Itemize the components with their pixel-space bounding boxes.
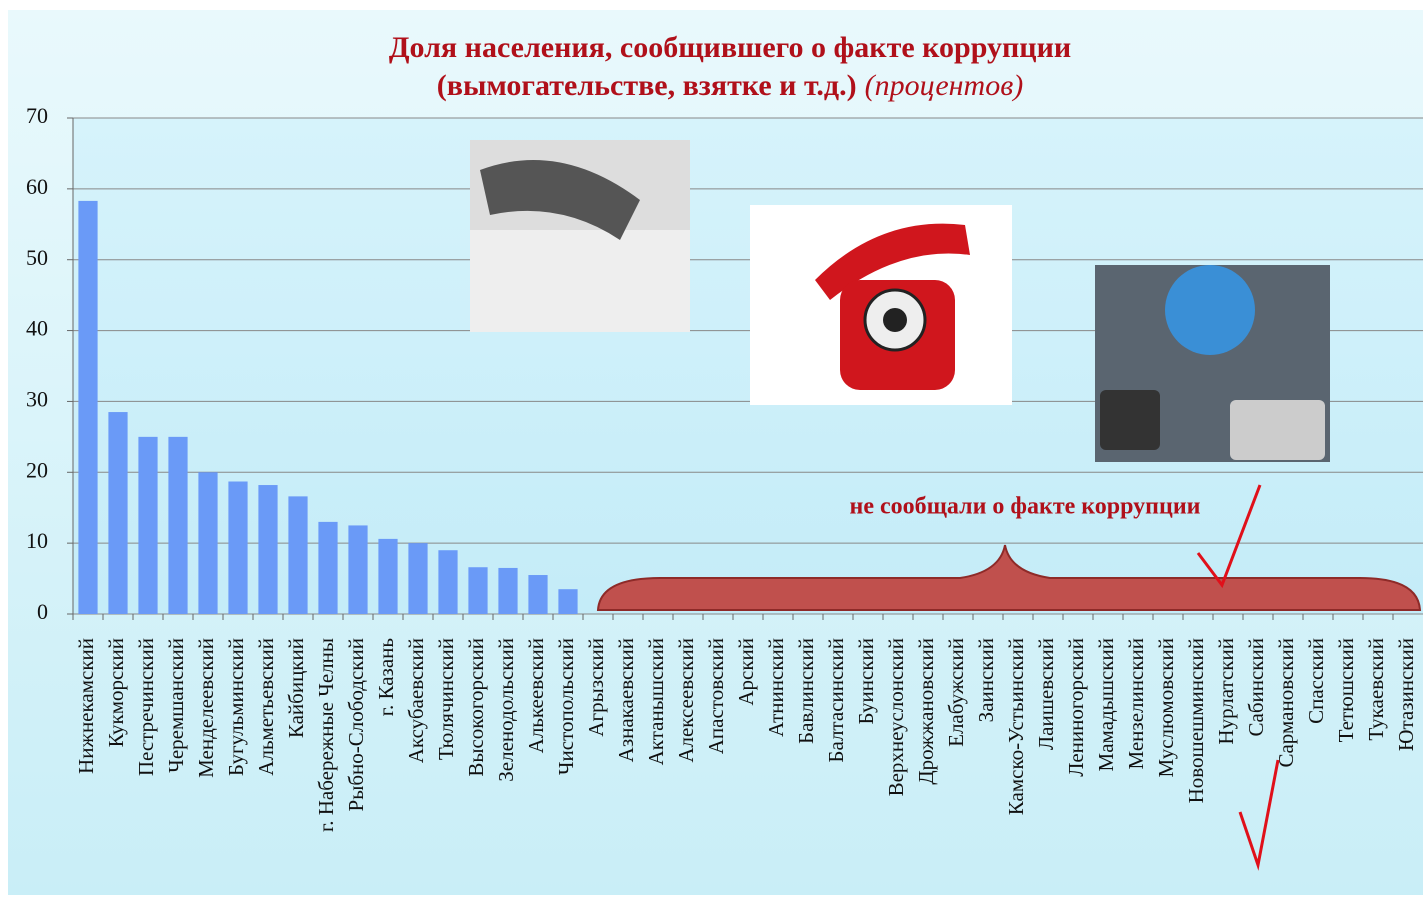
x-tick-label: Аксубаевский bbox=[404, 638, 428, 763]
y-tick-label: 20 bbox=[26, 457, 48, 482]
x-tick-label: Лениногорский bbox=[1064, 638, 1088, 777]
picture-keyboard bbox=[1095, 265, 1330, 462]
x-tick-label: Сармановский bbox=[1274, 638, 1298, 768]
bar bbox=[528, 575, 548, 614]
y-tick-label: 40 bbox=[26, 316, 48, 341]
x-tick-label: Муслюмовский bbox=[1154, 638, 1178, 777]
x-tick-label: Мензелинский bbox=[1124, 638, 1148, 770]
bar bbox=[378, 538, 398, 614]
y-tick-label: 70 bbox=[26, 103, 48, 128]
x-tick-label: Мамадышский bbox=[1094, 638, 1118, 771]
bar bbox=[168, 436, 188, 614]
x-tick-label: Верхнеуслонский bbox=[884, 638, 908, 796]
x-tick-label: Азнакаевский bbox=[614, 638, 638, 762]
bar bbox=[198, 472, 218, 614]
x-tick-label: Алькеевский bbox=[524, 638, 548, 753]
bar bbox=[438, 550, 458, 614]
x-tick-label: Елабужский bbox=[944, 638, 968, 747]
x-tick-label: Тетюшский bbox=[1334, 638, 1358, 742]
plot: 0 10 20 30 40 50 60 70 Нижнекамский Кукморский Пес… bbox=[26, 103, 1423, 832]
x-tick-label: Спасский bbox=[1304, 638, 1328, 724]
x-tick-label: Алексеевский bbox=[674, 638, 698, 763]
x-tick-label: Камско-Устьинский bbox=[1004, 638, 1028, 815]
bar bbox=[558, 589, 578, 614]
x-tick-label: Ютазинский bbox=[1394, 638, 1418, 751]
bar bbox=[348, 525, 368, 614]
chart-title: (вымогательстве, взятке и т.д.) (проценто… bbox=[437, 69, 1023, 102]
bar bbox=[258, 485, 278, 614]
x-tick-label: Бугульминский bbox=[224, 638, 248, 776]
picture-writing bbox=[470, 140, 690, 332]
x-tick-label: Сабинский bbox=[1244, 638, 1268, 737]
x-tick-label: Пестречинский bbox=[134, 638, 158, 776]
brace bbox=[596, 544, 1422, 611]
y-tick-label: 50 bbox=[26, 245, 48, 270]
bar bbox=[318, 521, 338, 614]
bar bbox=[108, 412, 128, 614]
x-tick-label: Кукморский bbox=[104, 638, 128, 747]
y-tick-label: 0 bbox=[37, 599, 48, 624]
y-tick-label: 10 bbox=[26, 528, 48, 553]
check-mark bbox=[1196, 484, 1262, 589]
x-tick-label: Буинский bbox=[854, 638, 878, 725]
bar bbox=[228, 481, 248, 614]
x-tick-label: Менделеевский bbox=[194, 638, 218, 778]
x-tick-label: Тюлячинский bbox=[434, 638, 458, 760]
x-tick-label: Черемшанский bbox=[164, 638, 188, 773]
x-tick-label: Нижнекамский bbox=[74, 638, 98, 774]
x-tick-label: Новошешминский bbox=[1184, 638, 1208, 803]
x-tick-label: Арский bbox=[734, 638, 758, 706]
x-tick-label: Рыбно-Слободский bbox=[344, 638, 368, 811]
chart-title: (вымогательстве, взятке и т.д.) bbox=[437, 69, 857, 102]
x-tick-label: Зеленодольский bbox=[494, 638, 518, 782]
x-tick-label: Альметьевский bbox=[254, 638, 278, 776]
x-tick-label: Бавлинский bbox=[794, 638, 818, 744]
bar bbox=[498, 567, 518, 614]
chart-subtitle: (процентов) bbox=[865, 69, 1024, 102]
annotation: не сообщали о факте коррупции bbox=[850, 494, 1201, 520]
picture-telephone bbox=[750, 205, 1012, 405]
x-tick-label: Атнинский bbox=[764, 638, 788, 737]
x-tick-label: Лаишевский bbox=[1034, 638, 1058, 750]
bar bbox=[408, 543, 428, 614]
y-tick-label: 30 bbox=[26, 386, 48, 411]
bar bbox=[78, 200, 98, 614]
chart-title: Доля населения, сообщившего о факте корр… bbox=[389, 31, 1071, 64]
x-tick-label: Агрызский bbox=[584, 638, 608, 737]
x-tick-label: Кайбицкий bbox=[284, 638, 308, 738]
x-tick-label: Высокогорский bbox=[464, 638, 488, 777]
bar bbox=[288, 496, 308, 614]
x-tick-label: г. Набережные Челны bbox=[314, 638, 338, 832]
bar bbox=[138, 436, 158, 614]
x-tick-label: г. Казань bbox=[374, 638, 398, 716]
x-tick-label: Чистопольский bbox=[554, 638, 578, 775]
x-tick-label: Заинский bbox=[974, 638, 998, 722]
x-tick-label: Дрожжановский bbox=[914, 638, 938, 785]
x-tick-label: Балтасинский bbox=[824, 638, 848, 763]
x-tick-label: Актанышский bbox=[644, 638, 668, 765]
x-tick-label: Тукаевский bbox=[1364, 638, 1388, 741]
y-tick-label: 60 bbox=[26, 174, 48, 199]
check-mark bbox=[1238, 759, 1280, 871]
bar bbox=[468, 567, 488, 614]
x-tick-label: Апастовский bbox=[704, 638, 728, 754]
x-tick-label: Нурлатский bbox=[1214, 638, 1238, 745]
